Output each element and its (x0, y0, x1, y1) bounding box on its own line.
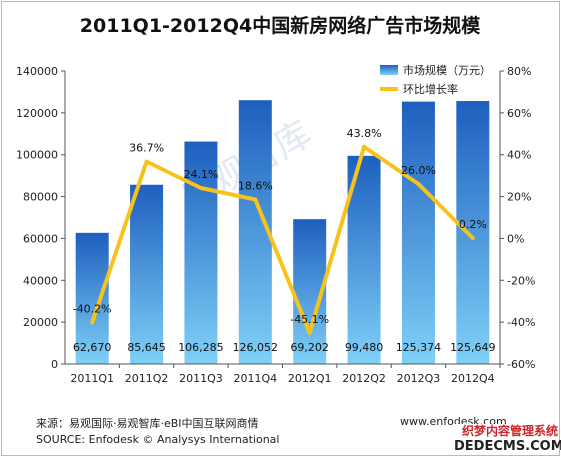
legend-line-label: 环比增长率 (403, 82, 458, 96)
line-value-label: -45.1% (290, 313, 329, 326)
line-value-label: 24.1% (183, 168, 218, 181)
chart-title: 2011Q1-2012Q4中国新房网络广告市场规模 (80, 14, 481, 37)
bar (75, 232, 109, 364)
line-value-label: 26.0% (401, 164, 436, 177)
site-stamp: 织梦内容管理系统 DEDECMS.COM (454, 424, 561, 455)
stamp-line1: 织梦内容管理系统 (461, 424, 558, 438)
y-right-tick-label: -40% (507, 316, 535, 329)
bar-value-label: 85,645 (127, 341, 166, 354)
y-left-tick-label: 20000 (23, 316, 58, 329)
line-point (307, 330, 312, 335)
line-point (144, 159, 149, 164)
bar (401, 101, 435, 364)
bar-value-label: 106,285 (178, 341, 224, 354)
stamp-line2: DEDECMS.COM (454, 439, 561, 454)
line-point (198, 185, 203, 190)
x-tick-label: 2011Q3 (179, 372, 223, 385)
x-tick-label: 2012Q1 (288, 372, 332, 385)
bar-value-label: 69,202 (290, 341, 329, 354)
line-value-label: 36.7% (129, 142, 164, 155)
legend-bar-label: 市场规模（万元） (403, 63, 491, 77)
y-right-tick-label: 80% (507, 65, 531, 78)
source-cn: 来源：易观国际·易观智库·eBI中国互联网商情 (36, 417, 259, 430)
source-en: SOURCE: Enfodesk © Analysys Internationa… (36, 433, 280, 446)
y-left-tick-label: 0 (51, 358, 58, 371)
x-tick-label: 2011Q4 (233, 372, 277, 385)
y-left-tick-label: 140000 (16, 65, 58, 78)
line-point (253, 197, 258, 202)
bar-value-label: 62,670 (73, 341, 112, 354)
x-tick-label: 2011Q1 (70, 372, 114, 385)
bar-value-label: 125,649 (450, 341, 496, 354)
line-value-label: 18.6% (238, 180, 273, 193)
y-right-tick-label: 40% (507, 149, 531, 162)
bar-value-label: 125,374 (396, 341, 442, 354)
line-point (90, 320, 95, 325)
y-right-tick-label: -60% (507, 358, 535, 371)
growth-line (90, 144, 475, 335)
y-left-tick-label: 60000 (23, 232, 58, 245)
line-point (470, 236, 475, 241)
x-tick-label: 2011Q2 (125, 372, 169, 385)
legend-bar-swatch (380, 65, 398, 75)
y-right-tick-label: 20% (507, 191, 531, 204)
bar (130, 184, 164, 364)
x-tick-label: 2012Q3 (397, 372, 441, 385)
bar (456, 101, 490, 364)
line-value-label: 43.8% (347, 127, 382, 140)
bar (238, 100, 272, 365)
bar (184, 141, 218, 364)
bar-value-label: 99,480 (345, 341, 384, 354)
y-right-tick-label: 60% (507, 107, 531, 120)
y-left-tick-label: 80000 (23, 191, 58, 204)
y-right-tick-label: -20% (507, 274, 535, 287)
bar-value-label: 126,052 (233, 341, 279, 354)
y-left-tick-label: 120000 (16, 107, 58, 120)
bars-layer (75, 100, 490, 365)
line-layer (90, 144, 475, 335)
axes-layer: 0 20000 40000 60000 80000 100000 120000 140000 -… (16, 65, 535, 385)
line-value-label: 0.2% (459, 218, 487, 231)
line-point (362, 144, 367, 149)
y-left-tick-label: 100000 (16, 149, 58, 162)
line-value-label: -40.2% (73, 303, 112, 316)
y-left-tick-label: 40000 (23, 274, 58, 287)
legend: 市场规模（万元） 环比增长率 (380, 63, 491, 96)
labels-layer: 62,670 85,645 106,285 126,052 69,202 99,480 12… (73, 127, 496, 354)
x-tick-label: 2012Q2 (342, 372, 386, 385)
x-tick-label: 2012Q4 (451, 372, 495, 385)
y-right-tick-label: 0% (507, 232, 524, 245)
line-point (416, 182, 421, 187)
